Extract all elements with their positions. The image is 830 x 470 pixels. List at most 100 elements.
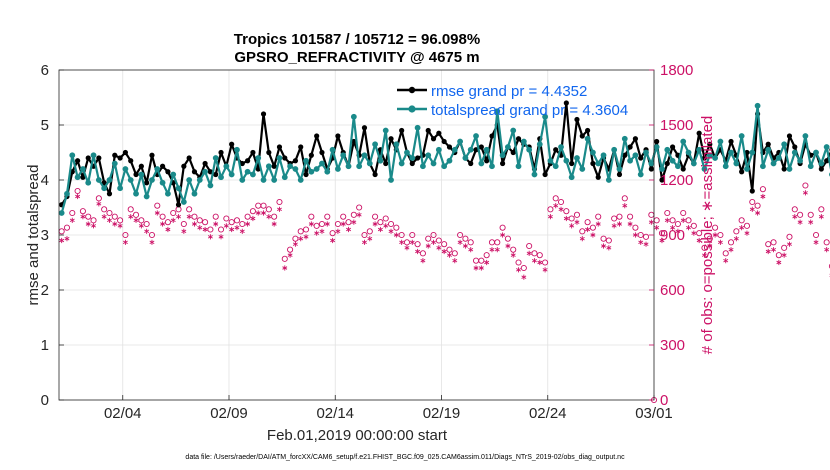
obs-assimilated-point [340, 221, 346, 227]
obs-possible-point [627, 213, 634, 220]
obs-assimilated-point [569, 223, 575, 229]
obs-assimilated-point [245, 221, 251, 227]
obs-assimilated-point [117, 223, 123, 229]
obs-assimilated-point [654, 225, 660, 231]
totalspread-point [510, 127, 517, 134]
obs-assimilated-point [744, 230, 750, 236]
obs-assimilated-point [446, 252, 452, 258]
obs-possible-point [302, 226, 310, 233]
totalspread-point [414, 124, 421, 131]
x-tick-label: 02/04 [104, 405, 142, 422]
rmse-point [818, 166, 824, 172]
rmse-point [499, 160, 506, 167]
obs-assimilated-point [361, 239, 367, 245]
obs-assimilated-point [441, 248, 447, 255]
totalspread-point [818, 160, 825, 167]
obs-possible-point [387, 220, 395, 228]
rmse-point [106, 191, 113, 197]
rmse-point [824, 158, 830, 164]
obs-assimilated-point [64, 236, 70, 242]
obs-assimilated-point [500, 232, 506, 238]
rmse-point [144, 180, 150, 186]
totalspread-point [600, 152, 607, 159]
rmse-point [542, 171, 548, 178]
x-tick-label: 02/14 [316, 405, 354, 422]
obs-assimilated-point [266, 214, 272, 220]
obs-assimilated-point [165, 226, 171, 233]
obs-possible-point [701, 244, 708, 251]
obs-assimilated-point [75, 193, 81, 200]
rmse-point [595, 174, 601, 180]
obs-possible-point [356, 204, 363, 211]
obs-possible-point [765, 241, 772, 248]
obs-possible-point [361, 231, 368, 239]
obs-assimilated-point [664, 217, 670, 223]
obs-possible-point [600, 235, 607, 242]
rmse-point [181, 163, 187, 169]
totalspread-point [207, 182, 214, 189]
totalspread-point [515, 163, 522, 170]
obs-assimilated-point [388, 228, 394, 234]
totalspread-point [228, 171, 235, 178]
rmse-point [239, 160, 245, 167]
obs-possible-point [579, 228, 586, 235]
y-right-tick-label: 1200 [660, 172, 693, 189]
obs-assimilated-point [372, 221, 378, 227]
totalspread-point [425, 152, 432, 159]
obs-assimilated-point [202, 226, 208, 233]
obs-assimilated-point [59, 237, 65, 244]
totalspread-point [143, 193, 150, 200]
totalspread-point [106, 177, 113, 183]
obs-possible-point [637, 231, 644, 239]
obs-assimilated-point [346, 226, 352, 233]
rmse-point [627, 144, 633, 150]
obs-possible-point [217, 226, 225, 233]
totalspread-point [706, 152, 713, 159]
obs-possible-point [122, 231, 129, 239]
obs-possible-point [738, 217, 745, 224]
totalspread-point [542, 113, 548, 120]
rmse-point [159, 163, 166, 169]
obs-possible-point [207, 226, 214, 233]
totalspread-point [786, 166, 793, 172]
obs-assimilated-point [686, 225, 692, 231]
obs-assimilated-point [223, 223, 229, 229]
obs-possible-point [292, 235, 299, 242]
totalspread-point [462, 155, 469, 161]
obs-assimilated-point [707, 243, 713, 249]
totalspread-point [632, 152, 639, 159]
obs-possible-point [196, 217, 203, 224]
obs-possible-point [212, 213, 219, 220]
obs-possible-point [271, 213, 278, 220]
obs-possible-point [223, 215, 230, 222]
obs-assimilated-point [367, 236, 373, 242]
rmse-point [165, 169, 171, 175]
obs-assimilated-point [723, 258, 729, 264]
obs-possible-point [467, 239, 474, 246]
obs-possible-point [749, 198, 756, 206]
obs-possible-point [770, 239, 777, 246]
obs-possible-point [281, 255, 288, 262]
obs-possible-point [706, 235, 713, 242]
obs-possible-point [781, 244, 788, 251]
obs-assimilated-point [197, 225, 203, 231]
obs-assimilated-point [106, 217, 112, 223]
obs-possible-point [616, 213, 623, 220]
obs-possible-point [462, 235, 469, 242]
totalspread-point [526, 146, 533, 153]
obs-assimilated-point [186, 214, 192, 220]
obs-assimilated-point [632, 232, 638, 238]
totalspread-point [478, 160, 485, 167]
totalspread-point [489, 163, 495, 170]
totalspread-point [281, 174, 288, 181]
rmse-point [446, 144, 453, 150]
legend-marker-totalspread [408, 105, 416, 113]
totalspread-point [494, 108, 501, 115]
totalspread-point [568, 174, 575, 181]
obs-possible-point [547, 206, 554, 213]
obs-assimilated-point [436, 245, 442, 251]
totalspread-point [223, 163, 230, 170]
y-right-tick-label: 1500 [660, 117, 693, 134]
obs-assimilated-point [590, 232, 596, 238]
obs-assimilated-point [585, 226, 591, 233]
